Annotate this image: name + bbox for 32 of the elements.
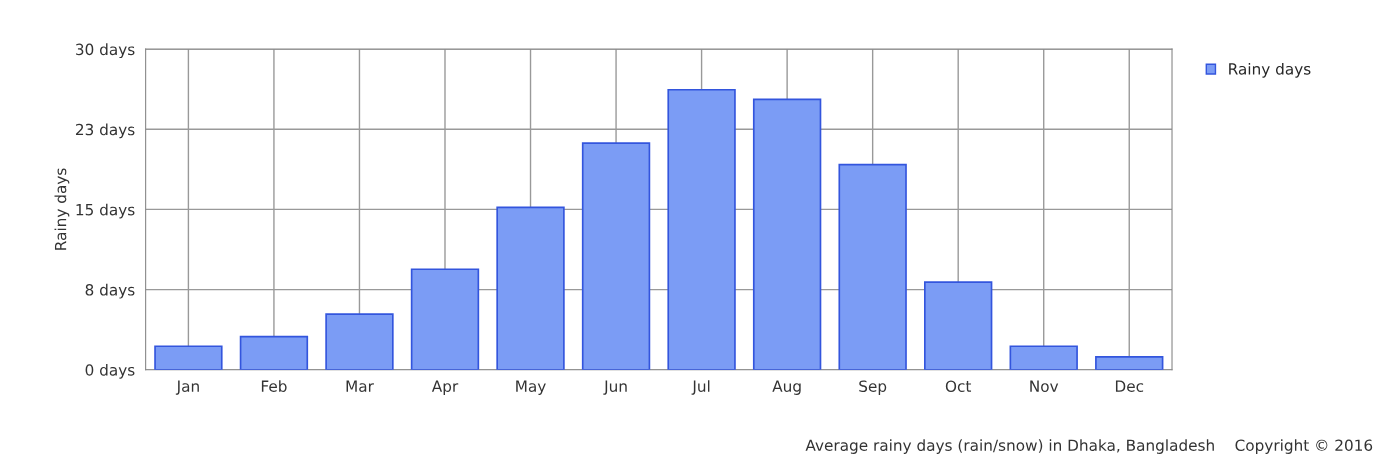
bar (154, 345, 223, 370)
bar (325, 313, 394, 370)
x-tick-label: Feb (261, 380, 287, 392)
bar (581, 142, 651, 370)
x-tick-label: Mar (346, 380, 374, 392)
x-tick-label: Sep (859, 380, 887, 395)
x-tick-label: Apr (431, 380, 459, 395)
bar (667, 88, 736, 370)
x-tick-label: Oct (945, 380, 972, 392)
x-tick-label: Jul (691, 380, 710, 395)
legend-label: Rainy days (1229, 62, 1311, 78)
bar (752, 98, 822, 370)
bar (410, 268, 480, 370)
y-tick-label: 8 days (85, 283, 135, 299)
x-tick-label: Nov (1030, 380, 1059, 392)
x-tick-label: Aug (772, 380, 801, 395)
x-tick-label: May (516, 380, 546, 395)
y-tick-label: 15 days (76, 203, 135, 219)
bar (1095, 356, 1164, 370)
bar (838, 163, 907, 370)
x-tick-label: Jan (175, 380, 199, 395)
bar (496, 206, 565, 370)
y-tick-label: 23 days (75, 123, 135, 139)
y-tick-label: 30 days (76, 43, 135, 59)
y-axis-title: Rainy days (54, 168, 70, 250)
text: Average rainy days (rain/snow) in Dhaka, Bangladesh Copyright © 2016 (805, 439, 1373, 454)
bar (923, 281, 993, 370)
y-tick-label: 0 days (85, 363, 135, 379)
bar (1009, 345, 1078, 370)
x-tick-label: Dec (1115, 380, 1144, 392)
bar (239, 335, 309, 370)
x-tick-label: Jun (603, 380, 627, 395)
